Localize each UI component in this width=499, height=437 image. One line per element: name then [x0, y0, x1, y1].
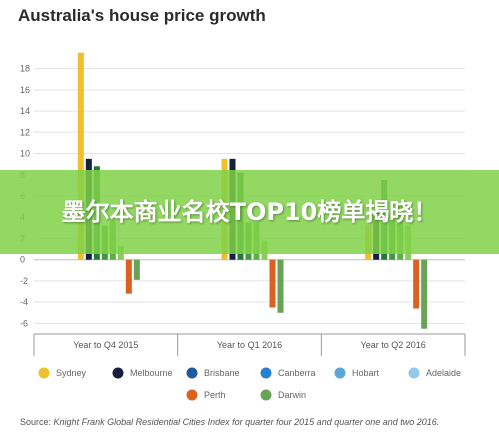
source-note: Source: Knight Frank Global Residential …: [20, 417, 439, 427]
legend-marker: [260, 367, 272, 379]
overlay-banner: 墨尔本商业名校TOP10榜单揭晓！: [0, 170, 499, 254]
legend-marker: [38, 367, 50, 379]
y-tick-label: 10: [20, 149, 30, 159]
legend-marker: [260, 389, 272, 401]
x-category-label: Year to Q2 2016: [361, 340, 426, 350]
bar: [277, 259, 284, 313]
source-label: Source:: [20, 417, 52, 427]
legend-label: Brisbane: [204, 368, 240, 378]
legend-marker: [186, 389, 198, 401]
y-tick-label: -4: [20, 297, 28, 307]
bar: [269, 259, 276, 308]
bar: [133, 259, 140, 280]
y-tick-label: -6: [20, 318, 28, 328]
x-category-label: Year to Q4 2015: [73, 340, 138, 350]
bar: [125, 259, 132, 294]
y-tick-label: 18: [20, 64, 30, 74]
legend-label: Sydney: [56, 368, 87, 378]
legend-marker: [186, 367, 198, 379]
legend-label: Canberra: [278, 368, 316, 378]
chart-title: Australia's house price growth: [18, 6, 266, 25]
y-tick-label: 16: [20, 85, 30, 95]
bar: [421, 259, 428, 329]
legend-label: Melbourne: [130, 368, 173, 378]
overlay-headline: 墨尔本商业名校TOP10榜单揭晓！: [61, 198, 438, 226]
y-tick-label: 0: [20, 255, 25, 265]
y-tick-label: 12: [20, 127, 30, 137]
legend-marker: [334, 367, 346, 379]
y-tick-label: 14: [20, 106, 30, 116]
legend-label: Adelaide: [426, 368, 461, 378]
y-tick-label: -2: [20, 276, 28, 286]
legend-marker: [112, 367, 124, 379]
legend-label: Darwin: [278, 390, 306, 400]
bar: [413, 259, 420, 309]
source-text: Knight Frank Global Residential Cities I…: [53, 417, 440, 427]
bar: [77, 52, 84, 260]
legend-label: Perth: [204, 390, 226, 400]
legend-label: Hobart: [352, 368, 380, 378]
legend-marker: [408, 367, 420, 379]
x-category-label: Year to Q1 2016: [217, 340, 282, 350]
